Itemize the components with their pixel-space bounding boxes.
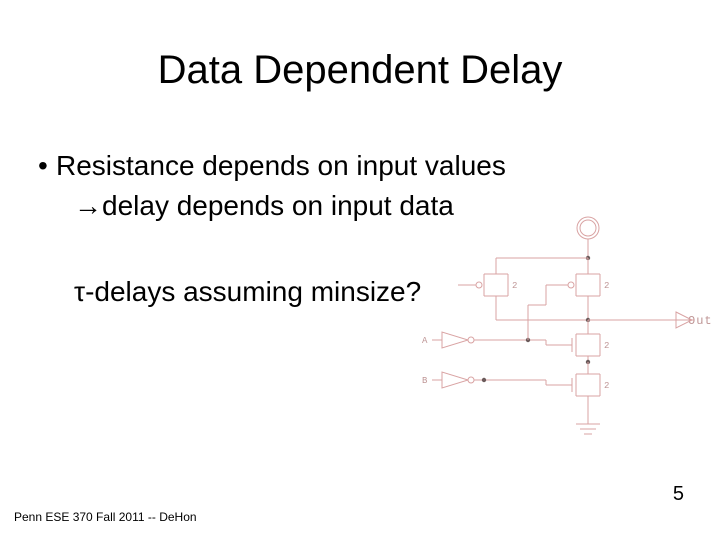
tau-text: -delays assuming minsize?	[85, 276, 421, 307]
size-label: 2	[604, 381, 609, 391]
input-b-label: B	[422, 376, 428, 386]
arrow-icon: →	[74, 190, 102, 221]
size-label: 2	[512, 281, 517, 291]
bullet-text: Resistance depends on input values	[56, 150, 506, 181]
gnd-icon	[576, 424, 600, 434]
input-a-label: A	[422, 336, 428, 346]
tau-line: τ-delays assuming minsize?	[74, 276, 421, 308]
inverter-b: B	[422, 285, 546, 388]
pmos-right: 2	[546, 258, 609, 320]
page-number: 5	[673, 483, 684, 506]
size-label: 2	[604, 281, 609, 291]
nmos-2: 2	[546, 362, 609, 424]
tau-symbol: τ	[74, 276, 85, 307]
bullet-line: •Resistance depends on input values	[38, 150, 506, 182]
bullet-marker: •	[38, 150, 56, 182]
size-label: 2	[604, 341, 609, 351]
nmos-1: 2	[546, 320, 609, 362]
sub-line: →delay depends on input data	[74, 190, 454, 222]
sub-text: delay depends on input data	[102, 190, 454, 221]
footer-text: Penn ESE 370 Fall 2011 -- DeHon	[14, 510, 197, 524]
slide-title: Data Dependent Delay	[0, 48, 720, 93]
pmos-left: 2	[458, 258, 588, 320]
circuit-diagram: 2 2	[418, 210, 718, 480]
